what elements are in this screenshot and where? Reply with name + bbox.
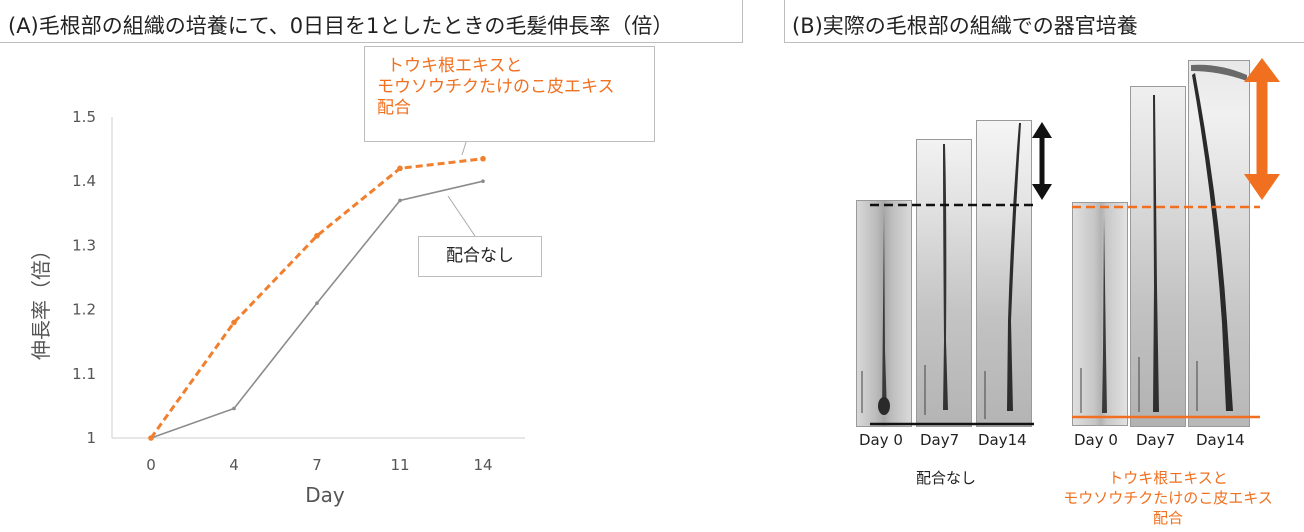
series	[148, 155, 486, 441]
label-control-day0: Day 0	[859, 431, 903, 449]
caption-treated-line-3: 配合	[1152, 509, 1183, 527]
series	[149, 179, 485, 440]
data-point	[232, 406, 236, 411]
caption-treated: トウキ根エキスと モウソウチクたけのこ皮エキス 配合	[1050, 468, 1286, 528]
callout-treated-line-2: モウソウチクたけのこ皮エキス	[377, 77, 615, 97]
y-axis-label: 伸長率（倍）	[29, 240, 53, 360]
label-treated-day14: Day14	[1196, 431, 1245, 449]
data-point	[314, 232, 320, 239]
callout-treated-line-3: 配合	[377, 98, 411, 118]
series-line	[150, 180, 484, 439]
series-layer	[148, 155, 486, 441]
x-tick-label: 14	[473, 456, 492, 474]
panel-a-title: (A)毛根部の組織の培養にて、0日目を1としたときの毛髪伸長率（倍）	[8, 14, 674, 38]
panel-b-title-divider	[784, 0, 785, 43]
data-point	[315, 301, 319, 305]
treated-arrow	[1244, 58, 1280, 200]
x-tick-label: 4	[229, 456, 239, 474]
callout-treated: トウキ根エキスと モウソウチクたけのこ皮エキス 配合	[364, 46, 655, 142]
data-point	[148, 435, 154, 441]
label-treated-day7: Day7	[1136, 431, 1176, 449]
label-treated-day0: Day 0	[1074, 431, 1118, 449]
photo-treated-day0	[1072, 202, 1128, 426]
y-tick-label: 1.4	[72, 172, 96, 190]
panel-a-title-underline	[0, 42, 742, 43]
photo-overlay	[870, 58, 1280, 426]
x-tick-label: 7	[312, 456, 322, 474]
photo-control-day7	[916, 139, 972, 427]
caption-control: 配合なし	[915, 469, 976, 487]
data-point	[398, 198, 402, 203]
data-point	[481, 179, 485, 183]
callout-treated-line-1: トウキ根エキスと	[387, 56, 523, 76]
data-point	[480, 155, 486, 162]
caption-treated-line-1: トウキ根エキスと	[1108, 469, 1228, 487]
series-line	[149, 157, 484, 439]
y-tick-label: 1.1	[72, 365, 96, 383]
photo-control-day14	[976, 120, 1032, 427]
photo-control-day0	[856, 200, 912, 427]
callout-gray-pointer	[447, 195, 476, 237]
x-tick-labels: 0 4 7 11 14	[146, 456, 492, 474]
label-control-day14: Day14	[978, 431, 1027, 449]
y-tick-label: 1.3	[72, 236, 96, 254]
x-axis-label: Day	[305, 483, 345, 507]
data-point	[397, 165, 403, 172]
callout-control: 配合なし	[418, 236, 542, 277]
y-tick-label: 1.5	[72, 108, 96, 126]
photo-treated-day14	[1188, 60, 1250, 427]
line-chart: 1 1.1 1.2 1.3 1.4 1.5 0 4 7 11 14 Day 伸長率（倍）	[29, 103, 525, 507]
control-arrow	[1032, 122, 1052, 200]
data-point	[231, 319, 237, 326]
photo-treated-day7	[1130, 86, 1186, 427]
caption-treated-line-2: モウソウチクたけのこ皮エキス	[1063, 489, 1273, 507]
panel-a-title-divider	[742, 0, 743, 43]
y-tick-label: 1.2	[72, 301, 96, 319]
panel-b-title-underline	[784, 42, 1304, 43]
x-tick-label: 0	[146, 456, 156, 474]
y-tick-label: 1	[86, 429, 96, 447]
panel-b-title: (B)実際の毛根部の組織での器官培養	[792, 14, 1138, 38]
label-control-day7: Day7	[920, 431, 960, 449]
x-tick-label: 11	[390, 456, 409, 474]
y-tick-labels: 1 1.1 1.2 1.3 1.4 1.5	[72, 108, 96, 447]
